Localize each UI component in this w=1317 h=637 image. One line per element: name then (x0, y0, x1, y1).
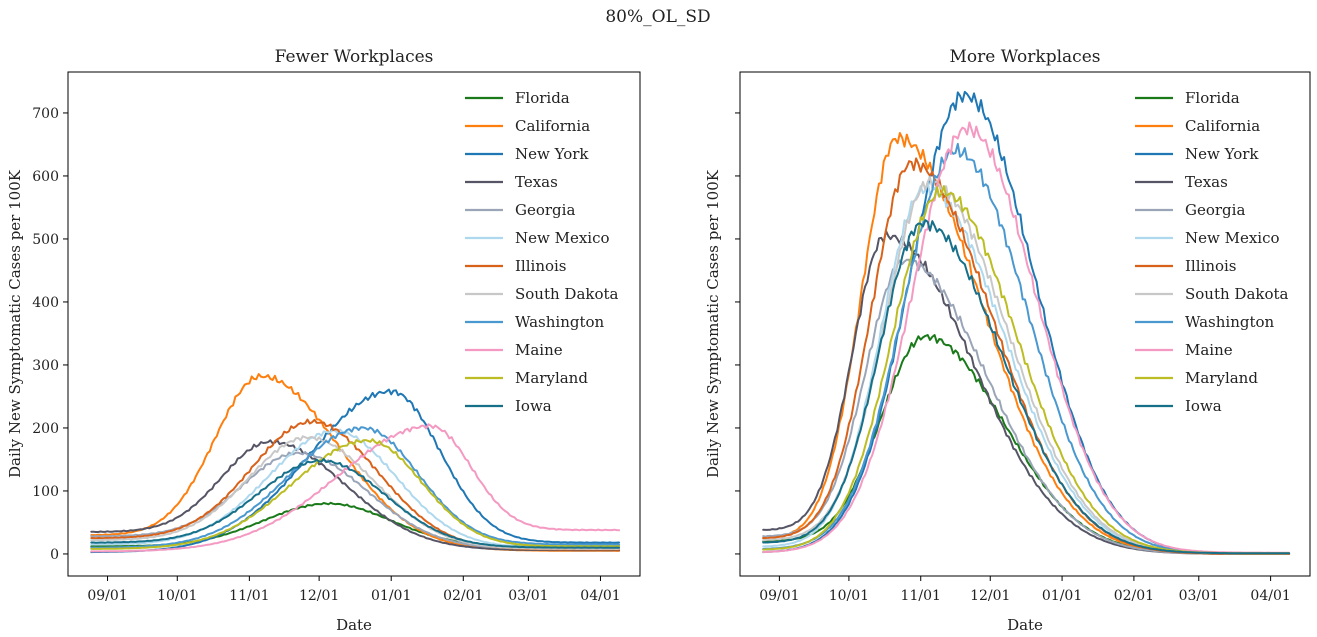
y-tick-label: 200 (32, 421, 59, 437)
x-tick-label: 09/01 (87, 588, 127, 604)
series-group (90, 373, 621, 554)
plot-frame (67, 71, 641, 577)
legend-label-new-york: New York (515, 145, 589, 163)
x-tick-label: 03/01 (1179, 588, 1219, 604)
y-tick-label: 400 (32, 295, 59, 311)
legend-label-maryland: Maryland (515, 369, 588, 387)
x-axis-label: Date (1007, 616, 1043, 634)
x-tick-label: 01/01 (371, 588, 411, 604)
x-tick-label: 04/01 (580, 588, 620, 604)
x-tick-label: 11/01 (229, 588, 269, 604)
figure-suptitle: 80%_OL_SD (605, 7, 710, 27)
legend-label-illinois: Illinois (515, 257, 567, 275)
legend-label-california: California (1185, 117, 1260, 135)
y-tick-label: 600 (32, 169, 59, 185)
x-tick-label: 10/01 (157, 588, 197, 604)
y-axis-label: Daily New Symptomatic Cases per 100K (704, 169, 722, 478)
legend-label-washington: Washington (1185, 313, 1275, 331)
y-tick-label: 500 (32, 232, 59, 248)
legend-label-illinois: Illinois (1185, 257, 1237, 275)
y-tick-label: 700 (32, 106, 59, 122)
legend-label-washington: Washington (515, 313, 605, 331)
plot-frame (739, 71, 1311, 577)
legend-label-maryland: Maryland (1185, 369, 1258, 387)
series-line-maine (90, 423, 621, 553)
panel-fewer-workplaces: Fewer Workplaces 0 100 200 300 400 500 600 700 09… (6, 47, 641, 634)
series-line-illinois (90, 418, 621, 551)
series-line-washington (90, 426, 621, 549)
x-tick-label: 01/01 (1042, 588, 1082, 604)
legend-label-maine: Maine (515, 341, 563, 359)
series-line-iowa (90, 458, 621, 549)
legend-label-georgia: Georgia (1185, 201, 1245, 219)
legend-label-new-york: New York (1185, 145, 1259, 163)
x-tick-label: 12/01 (299, 588, 339, 604)
series-line-iowa (762, 219, 1291, 555)
y-tick-label: 100 (32, 484, 59, 500)
panel-title: More Workplaces (950, 47, 1101, 67)
legend-label-south-dakota: South Dakota (515, 285, 619, 303)
x-tick-label: 11/01 (901, 588, 941, 604)
legend-label-new-mexico: New Mexico (1185, 229, 1280, 247)
x-axis-label: Date (336, 616, 372, 634)
x-tick-label: 04/01 (1250, 588, 1290, 604)
x-tick-label: 02/01 (1114, 588, 1154, 604)
y-tick-label: 0 (50, 547, 59, 563)
x-tick-label: 10/01 (829, 588, 869, 604)
panel-title: Fewer Workplaces (275, 47, 434, 67)
legend-label-new-mexico: New Mexico (515, 229, 610, 247)
legend-label-maine: Maine (1185, 341, 1233, 359)
series-line-maine (762, 121, 1291, 554)
series-line-new-york (90, 388, 621, 554)
x-tick-label: 09/01 (759, 588, 799, 604)
legend-label-georgia: Georgia (515, 201, 575, 219)
legend-label-iowa: Iowa (1185, 397, 1222, 415)
legend-label-texas: Texas (515, 173, 558, 191)
y-tick-label: 300 (32, 358, 59, 374)
series-group (762, 90, 1291, 555)
legend-label-florida: Florida (1185, 89, 1240, 107)
legend-label-texas: Texas (1185, 173, 1228, 191)
legend-label-south-dakota: South Dakota (1185, 285, 1289, 303)
legend-label-california: California (515, 117, 590, 135)
x-tick-label: 03/01 (508, 588, 548, 604)
x-tick-label: 12/01 (970, 588, 1010, 604)
x-tick-label: 02/01 (443, 588, 483, 604)
series-line-maryland (90, 438, 621, 550)
y-axis-label: Daily New Symptomatic Cases per 100K (6, 169, 24, 478)
legend-label-florida: Florida (515, 89, 570, 107)
panel-more-workplaces: More Workplaces 09/01 10/01 11/01 12/01 01/01… (704, 47, 1311, 634)
legend-label-iowa: Iowa (515, 397, 552, 415)
